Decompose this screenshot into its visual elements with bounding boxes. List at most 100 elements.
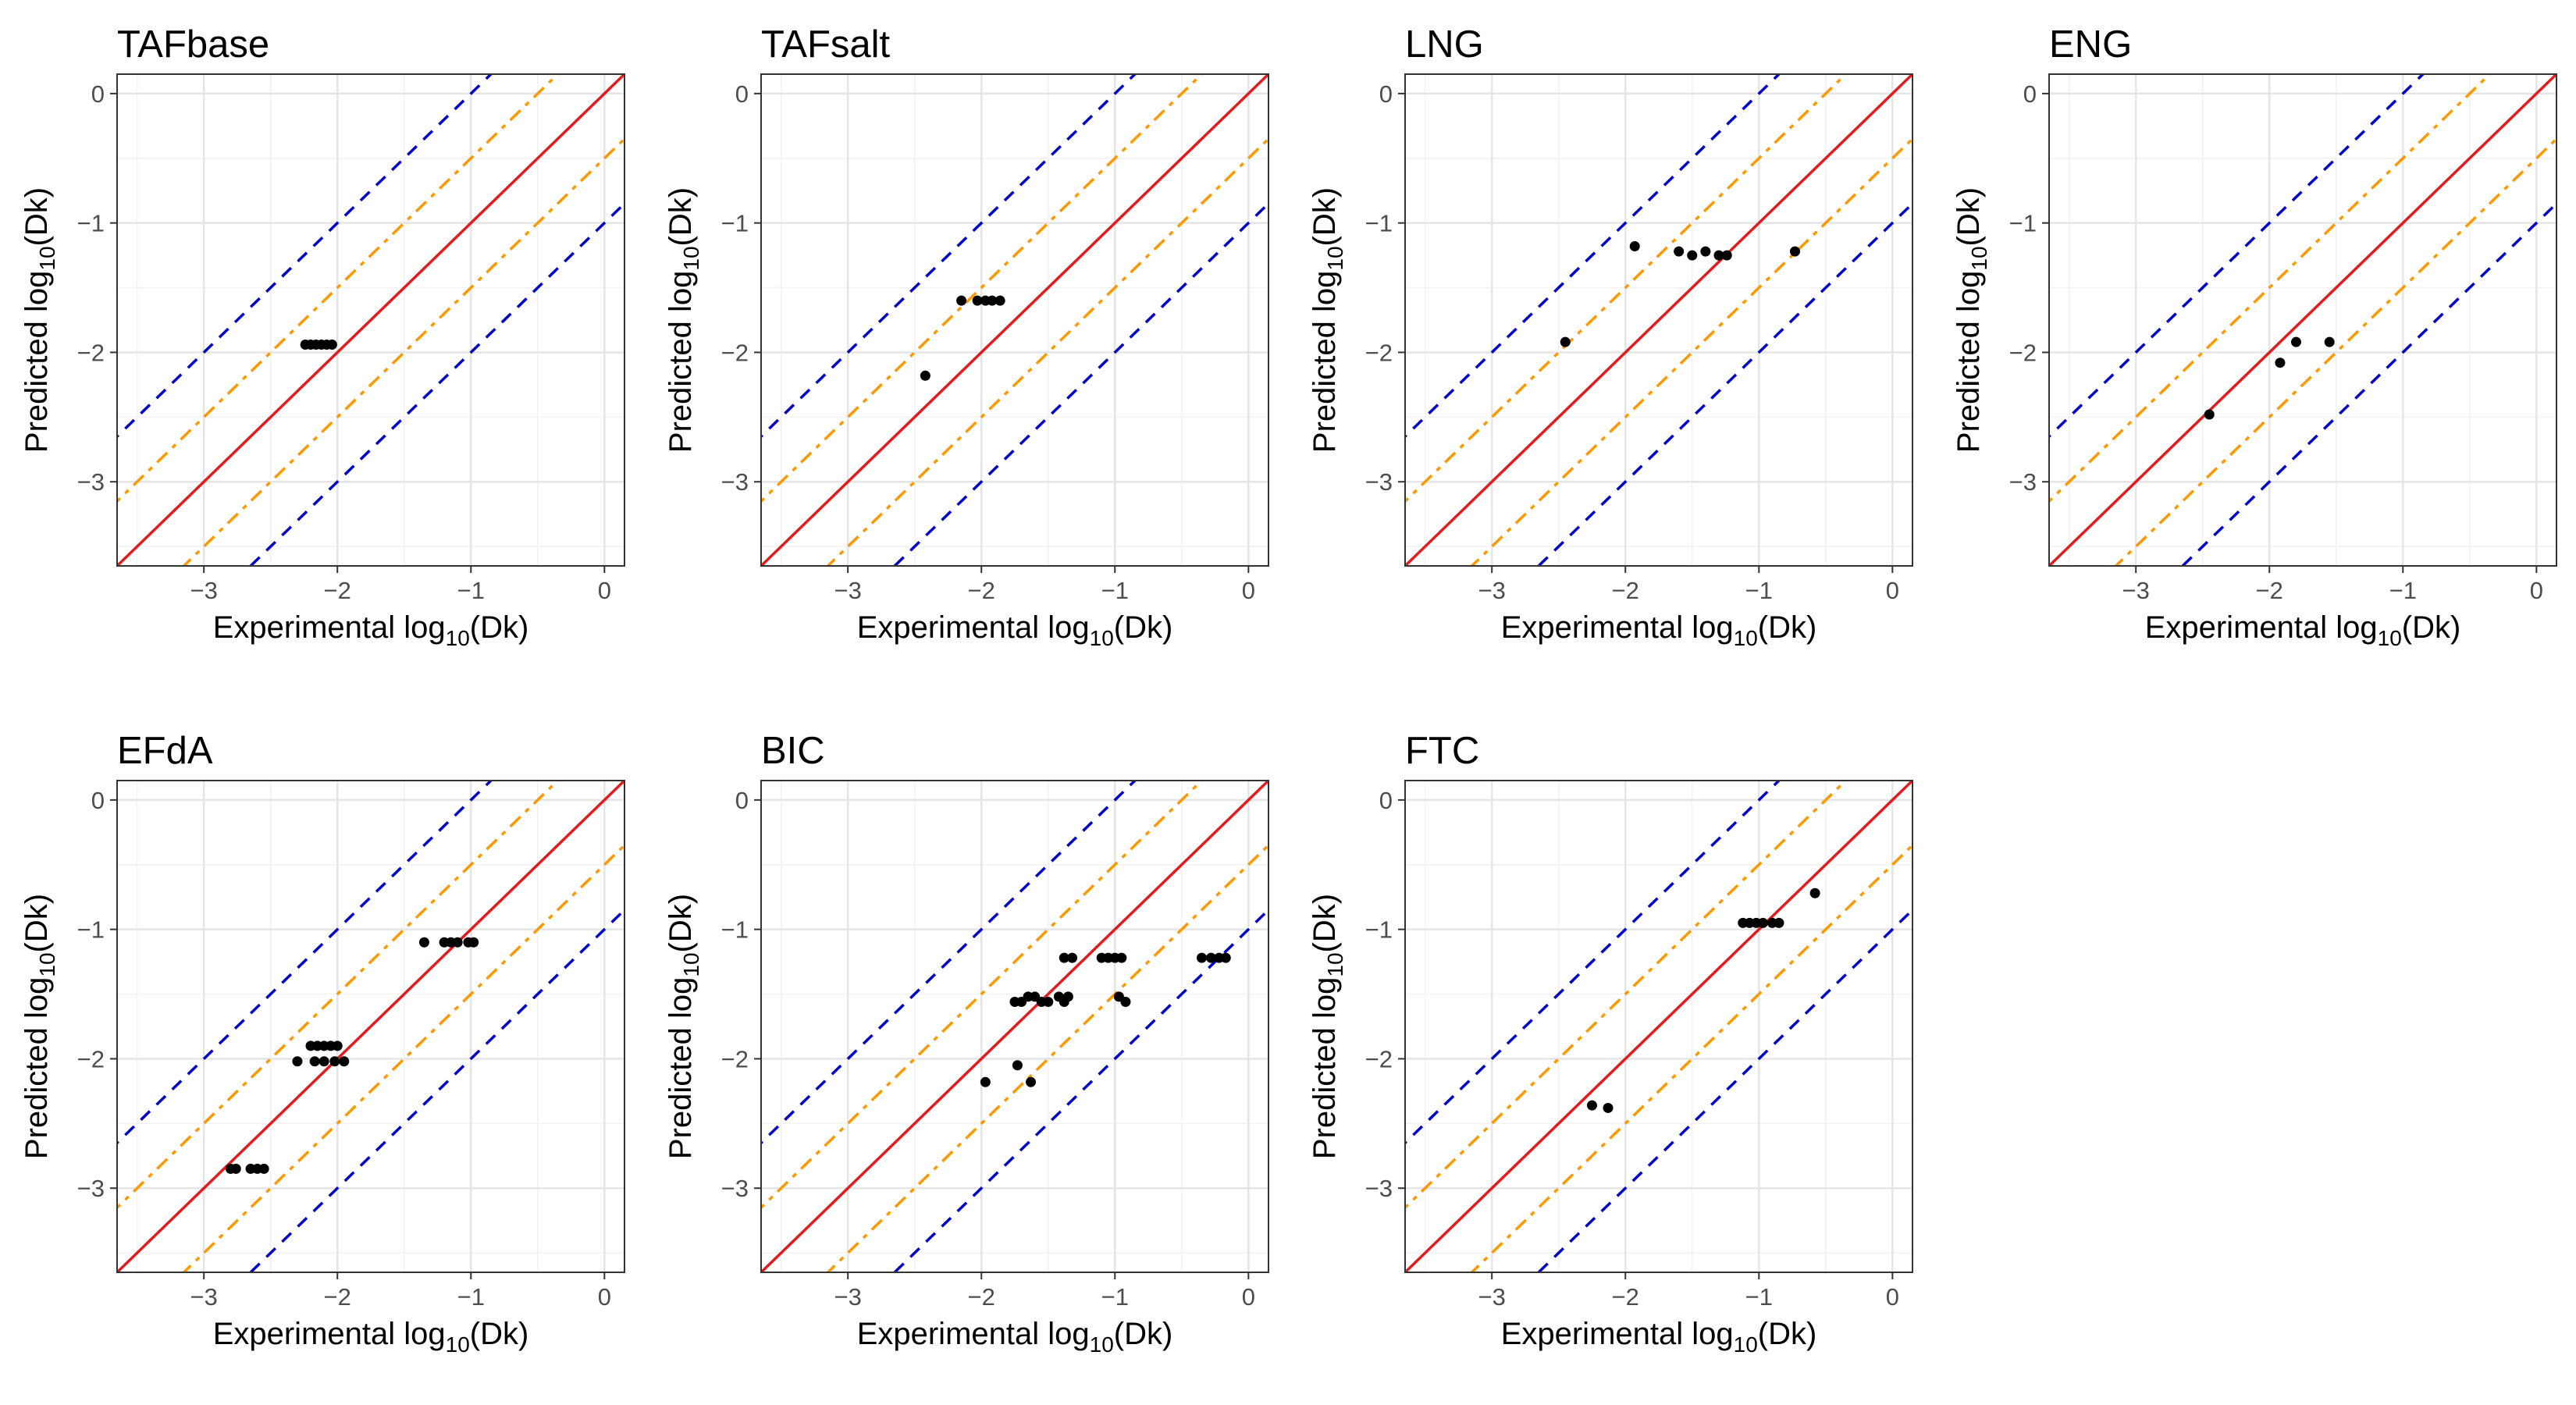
data-point xyxy=(1713,250,1724,261)
x-tick-label: −1 xyxy=(1101,1283,1129,1311)
y-tick-label: 0 xyxy=(1379,787,1393,814)
data-point xyxy=(1120,997,1131,1007)
data-point xyxy=(1116,952,1127,963)
y-tick-label: 0 xyxy=(91,787,105,814)
x-tick-label: 0 xyxy=(1242,577,1255,604)
panel-title: FTC xyxy=(1405,730,1479,772)
data-point xyxy=(2290,336,2301,347)
x-axis-title: Experimental log10(Dk) xyxy=(213,1317,529,1357)
y-tick-label: 0 xyxy=(1379,80,1393,108)
data-point xyxy=(920,370,930,381)
y-tick-label: −1 xyxy=(721,916,749,944)
data-point xyxy=(1067,952,1078,963)
data-point xyxy=(1687,250,1698,261)
x-tick-label: −3 xyxy=(1478,1283,1506,1311)
x-tick-label: 0 xyxy=(1242,1283,1255,1311)
y-axis-title: Predicted log10(Dk) xyxy=(1308,187,1347,453)
data-points xyxy=(1560,241,1800,347)
x-tick-label: 0 xyxy=(1886,1283,1899,1311)
panel-border xyxy=(1404,73,1913,567)
panel-border xyxy=(2048,73,2557,567)
x-tick-label: −1 xyxy=(1101,577,1129,604)
data-point xyxy=(1586,1100,1597,1111)
panel-title: TAFsalt xyxy=(761,23,891,66)
x-tick-label: −1 xyxy=(1745,1283,1773,1311)
y-tick-label: 0 xyxy=(735,80,749,108)
data-point xyxy=(230,1163,241,1174)
y-tick-label: −3 xyxy=(2009,468,2037,496)
x-tick-label: −2 xyxy=(1612,1283,1639,1311)
x-axis-title: Experimental log10(Dk) xyxy=(2145,610,2461,650)
data-point xyxy=(2275,357,2286,368)
y-axis-title: Predicted log10(Dk) xyxy=(20,187,59,453)
x-tick-label: −3 xyxy=(190,1283,218,1311)
data-points xyxy=(980,952,1231,1087)
x-tick-label: −1 xyxy=(1745,577,1773,604)
data-point xyxy=(1062,991,1073,1002)
x-tick-label: −3 xyxy=(834,1283,862,1311)
panel-border xyxy=(760,780,1269,1273)
panel-title: EFdA xyxy=(117,730,213,772)
reference-lines xyxy=(1405,781,1912,1272)
y-tick-label: −1 xyxy=(1365,916,1393,944)
data-point xyxy=(309,1056,320,1067)
x-tick-label: −3 xyxy=(834,577,862,604)
data-points xyxy=(2204,336,2335,420)
y-tick-label: −2 xyxy=(1365,339,1393,366)
panel-title: TAFbase xyxy=(117,23,269,66)
x-axis-title: Experimental log10(Dk) xyxy=(1501,1317,1817,1357)
x-tick-label: −2 xyxy=(968,1283,995,1311)
data-point xyxy=(258,1163,269,1174)
x-tick-label: −2 xyxy=(2256,577,2283,604)
panel-border xyxy=(1404,780,1913,1273)
data-point xyxy=(1674,246,1685,257)
x-tick-label: −2 xyxy=(968,577,995,604)
data-point xyxy=(1757,917,1768,928)
data-point xyxy=(1629,241,1640,251)
data-points xyxy=(225,937,479,1174)
y-tick-label: −3 xyxy=(1365,468,1393,496)
reference-line-identity xyxy=(117,74,624,566)
panel-border xyxy=(116,780,625,1273)
y-tick-label: −1 xyxy=(77,916,105,944)
data-point xyxy=(972,295,983,306)
y-tick-label: −3 xyxy=(721,1175,749,1202)
x-tick-label: −2 xyxy=(1612,577,1639,604)
y-tick-label: −3 xyxy=(721,468,749,496)
panel-efda: −3 −2 −1 0 0 −1 −2 −3 EFdA Experimental log10(Dk)… xyxy=(20,730,625,1357)
y-tick-label: −1 xyxy=(1365,210,1393,237)
data-point xyxy=(1560,336,1571,347)
data-point xyxy=(329,1056,340,1067)
data-point xyxy=(1774,917,1784,928)
x-tick-label: 0 xyxy=(2530,577,2543,604)
x-tick-label: −3 xyxy=(1478,577,1506,604)
y-axis-title: Predicted log10(Dk) xyxy=(1308,894,1347,1159)
panel-border xyxy=(116,73,625,567)
x-axis-title: Experimental log10(Dk) xyxy=(1501,610,1817,650)
reference-line-identity xyxy=(117,781,624,1272)
reference-line-identity xyxy=(1405,74,1912,566)
y-tick-label: −1 xyxy=(2009,210,2037,237)
data-point xyxy=(956,295,967,306)
data-point xyxy=(1026,1076,1037,1087)
reference-line-identity xyxy=(761,74,1268,566)
y-tick-label: 0 xyxy=(735,787,749,814)
data-point xyxy=(1220,952,1231,963)
y-tick-label: −2 xyxy=(77,1045,105,1072)
x-tick-label: −2 xyxy=(324,577,351,604)
data-point xyxy=(1789,246,1800,257)
reference-line-identity xyxy=(761,781,1268,1272)
x-axis-title: Experimental log10(Dk) xyxy=(857,610,1173,650)
x-tick-label: 0 xyxy=(1886,577,1899,604)
reference-lines xyxy=(2049,74,2556,566)
data-point xyxy=(1700,246,1711,257)
reference-lines xyxy=(1405,74,1912,566)
data-point xyxy=(1721,250,1732,261)
reference-lines xyxy=(117,74,624,566)
y-axis-title: Predicted log10(Dk) xyxy=(664,894,703,1159)
data-point xyxy=(1012,1060,1023,1071)
data-points xyxy=(300,340,337,350)
y-axis-title: Predicted log10(Dk) xyxy=(664,187,703,453)
